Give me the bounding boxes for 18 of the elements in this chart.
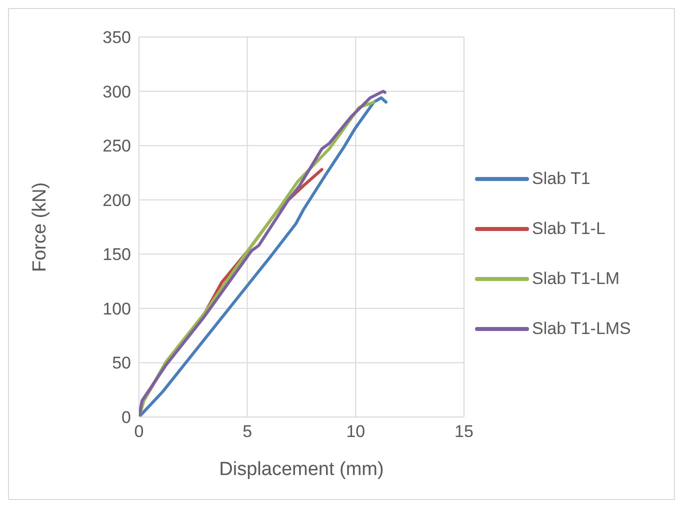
y-tick-label: 350: [102, 28, 131, 48]
y-axis-title: Force (kN): [30, 182, 51, 272]
y-tick-label: 250: [102, 136, 131, 156]
legend-label: Slab T1-LMS: [532, 319, 631, 339]
legend-label: Slab T1: [532, 169, 590, 189]
legend-label: Slab T1-LM: [532, 269, 620, 289]
x-tick-label: 0: [134, 422, 144, 442]
y-tick-label: 0: [122, 408, 131, 428]
y-tick-label: 50: [112, 354, 131, 373]
y-tick-label: 300: [102, 82, 131, 102]
x-tick-label: 15: [454, 422, 474, 442]
y-tick-label: 100: [102, 299, 131, 318]
x-tick-label: 10: [346, 422, 366, 442]
x-axis-title: Displacement (mm): [219, 459, 384, 480]
legend-label: Slab T1-L: [532, 219, 606, 239]
y-tick-label: 200: [102, 190, 131, 210]
y-tick-label: 150: [102, 245, 131, 264]
x-tick-label: 5: [242, 422, 252, 442]
